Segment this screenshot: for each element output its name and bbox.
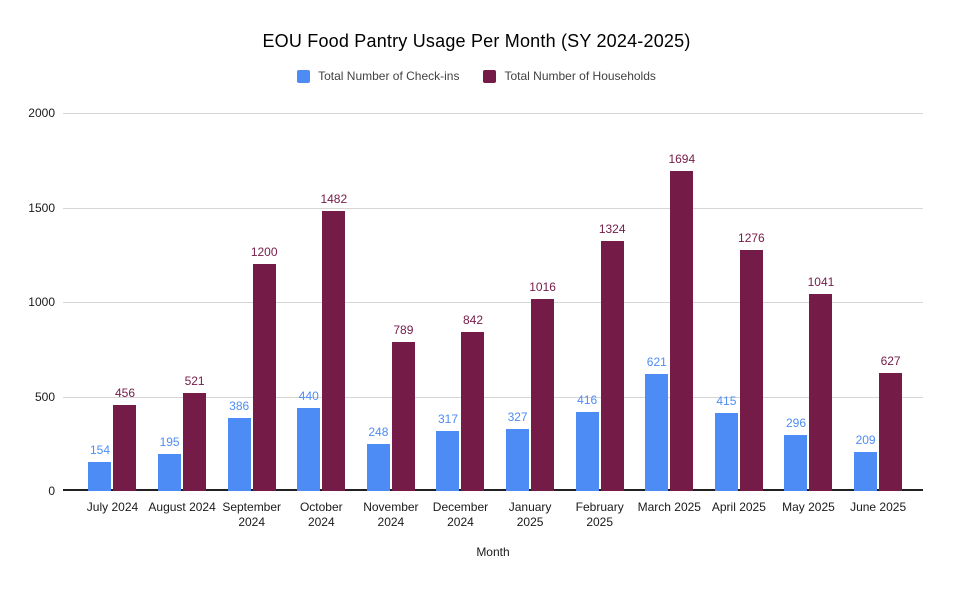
x-axis-tick-label: February 2025 [575,500,624,529]
x-axis-tick-label: March 2025 [637,500,701,514]
bar: 440 [297,389,321,491]
bar-value-label: 416 [577,393,598,408]
x-axis-tick-label: January 2025 [508,500,552,529]
bar-value-label: 842 [462,312,483,327]
bar: 789 [391,323,415,491]
gridline [63,396,923,398]
bar: 248 [366,425,390,491]
bar: 416 [575,393,599,491]
bar-value-label: 296 [785,416,806,431]
bar: 621 [645,355,669,491]
bar: 296 [784,416,808,491]
bar: 627 [879,354,903,491]
y-axis-tick-label: 1500 [28,200,55,215]
bar: 1694 [668,152,695,491]
x-axis-tick-label: November 2024 [363,500,419,529]
bar: 1041 [808,275,834,491]
bar: 456 [113,386,137,491]
legend-swatch-households [483,69,497,83]
bar-group: 327 1016 January 2025 [495,113,565,529]
bar: 415 [714,394,738,491]
bar: 842 [461,313,485,491]
bar-value-label: 415 [716,393,737,408]
bar-group: 296 1041 May 2025 [774,113,844,514]
bar-value-label: 789 [393,322,414,337]
bar: 1276 [738,231,765,491]
bar: 1482 [320,192,347,491]
bar-value-label: 1482 [320,191,348,206]
bar-value-label: 1694 [668,151,696,166]
x-axis-title: Month [476,545,510,559]
plot-area: 154 456 July 2024 195 521 August 2024 386 1200 S… [63,113,923,529]
chart-title: EOU Food Pantry Usage Per Month (SY 2024… [262,31,691,51]
bar-value-label: 248 [368,425,389,440]
x-axis-tick-label: April 2025 [711,500,766,514]
bar-value-label: 317 [437,412,458,427]
bar: 1016 [529,280,556,491]
bar-value-label: 1276 [738,230,765,245]
bar-group: 248 789 November 2024 [356,113,426,529]
x-axis-tick-label: August 2024 [148,500,216,514]
bar: 1200 [251,245,278,491]
bar-value-label: 621 [646,354,667,369]
bar-group: 621 1694 March 2025 [635,113,705,514]
x-axis-line [63,489,923,491]
bar-value-label: 1041 [807,275,835,290]
bar-value-label: 1016 [529,279,556,294]
legend-label-checkins: Total Number of Check-ins [318,69,460,83]
bar: 521 [183,374,207,491]
y-axis-tick-label: 500 [34,389,55,404]
bar-group: 154 456 July 2024 [78,113,148,514]
bar-value-label: 521 [184,373,205,388]
bar-value-label: 195 [159,435,180,450]
legend: Total Number of Check-ins Total Number o… [0,69,953,83]
x-axis-tick-label: September 2024 [222,500,282,529]
x-axis-tick-label: October 2024 [299,500,343,529]
y-axis-tick-label: 0 [48,484,55,498]
y-axis-tick-label: 1000 [28,295,55,309]
gridline [63,113,923,114]
bar-value-label: 1200 [250,245,278,260]
bar: 209 [854,433,878,491]
y-axis: 0 500 1000 1500 2000 [0,106,55,498]
bar-group: 415 1276 April 2025 [704,113,774,514]
bar-group: 416 1324 February 2025 [565,113,635,529]
bar: 327 [506,410,530,491]
bar: 317 [436,412,460,491]
bar: 1324 [599,222,626,491]
bar-group: 386 1200 September 2024 [217,113,287,529]
y-axis-tick-label: 2000 [28,106,55,120]
bar-group: 317 842 December 2024 [426,113,496,529]
bar: 154 [88,443,112,491]
legend-item-households: Total Number of Households [483,69,656,83]
x-axis-tick-label: June 2025 [850,500,907,514]
bar: 195 [158,435,182,491]
bar-value-label: 386 [229,399,250,414]
x-axis-tick-label: December 2024 [432,500,489,529]
bar-group: 195 521 August 2024 [147,113,217,514]
bar-value-label: 1324 [598,221,626,236]
legend-swatch-checkins [297,69,311,83]
bar-value-label: 440 [298,388,319,403]
bar-value-label: 456 [114,385,135,400]
gridline [63,207,923,209]
gridline [63,302,923,303]
legend-item-checkins: Total Number of Check-ins [297,69,459,83]
bar-group: 440 1482 October 2024 [287,113,357,529]
bar-group: 209 627 June 2025 [843,113,913,515]
bar-value-label: 209 [855,432,876,447]
bar-value-label: 154 [89,442,110,457]
bar: 386 [227,399,251,491]
legend-label-households: Total Number of Households [504,69,656,83]
x-axis-tick-label: May 2025 [782,500,835,514]
x-axis-tick-label: July 2024 [86,500,139,514]
bar-value-label: 627 [880,353,901,368]
bar-value-label: 327 [507,410,528,425]
